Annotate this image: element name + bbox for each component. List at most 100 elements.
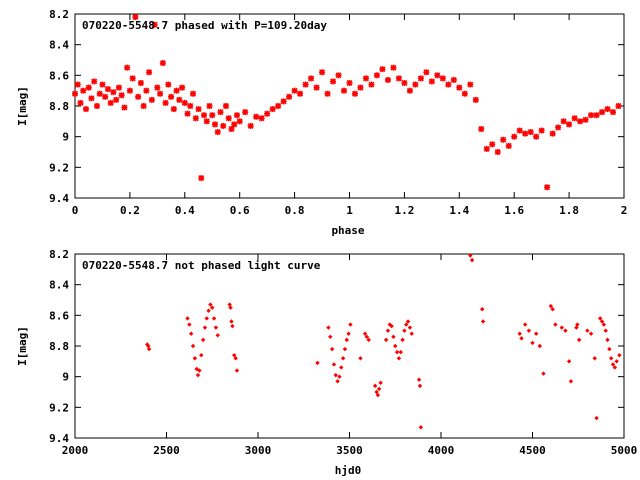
data-point — [341, 87, 348, 94]
data-point — [428, 78, 435, 85]
data-point — [233, 356, 238, 361]
data-point — [417, 75, 424, 82]
y-tick-label: 8.6 — [49, 309, 69, 322]
data-point — [121, 104, 128, 111]
data-point — [467, 81, 474, 88]
data-point — [385, 328, 391, 333]
data-point — [384, 76, 391, 83]
data-point — [505, 142, 512, 149]
data-point — [550, 307, 555, 312]
y-tick-label: 9.4 — [49, 432, 69, 445]
data-point — [393, 343, 398, 349]
data-point — [99, 81, 106, 88]
data-point — [405, 319, 411, 324]
y-tick-label: 8.8 — [49, 340, 69, 353]
data-point — [376, 386, 382, 392]
data-point — [346, 80, 353, 86]
data-point — [522, 322, 528, 327]
data-point — [390, 64, 397, 71]
data-point — [599, 319, 605, 324]
data-point — [574, 325, 579, 330]
data-point — [383, 337, 389, 343]
data-point — [280, 98, 287, 105]
data-point — [342, 346, 348, 352]
data-point — [258, 115, 265, 122]
data-point — [373, 72, 380, 79]
data-point — [577, 118, 584, 125]
data-point — [603, 328, 608, 333]
y-axis-label: I[mag] — [16, 326, 29, 366]
data-point — [538, 127, 545, 134]
data-point — [614, 359, 619, 364]
data-point — [140, 103, 147, 109]
data-point — [102, 93, 109, 100]
data-point — [190, 90, 197, 97]
data-point — [412, 81, 419, 88]
data-point — [324, 90, 331, 97]
data-point — [203, 118, 210, 125]
data-point — [118, 92, 125, 99]
y-axis-label: I[mag] — [16, 86, 29, 126]
data-point — [364, 334, 370, 339]
x-tick-label: 4500 — [519, 444, 546, 457]
data-point — [151, 21, 158, 28]
x-tick-label: 1 — [346, 204, 353, 217]
data-point — [348, 322, 353, 327]
data-point — [197, 368, 202, 373]
data-point — [582, 116, 589, 123]
data-point — [137, 80, 144, 86]
axis-ticks: 0 0.2 0.4 0.6 0.8 1 1.2 1.4 1.6 1.8 2 8.2 8.4 8.6 8.8 9… — [49, 8, 627, 217]
data-point — [275, 103, 282, 109]
data-point — [599, 109, 606, 116]
data-point — [110, 89, 117, 96]
x-tick-label: 1.6 — [504, 204, 524, 217]
data-point — [124, 64, 131, 71]
data-point — [346, 331, 351, 336]
data-point — [575, 322, 580, 327]
data-point — [555, 124, 562, 131]
data-point — [85, 84, 92, 91]
data-point — [489, 141, 496, 148]
data-point — [173, 87, 180, 94]
x-tick-label: 0.2 — [120, 204, 140, 217]
data-point — [478, 126, 485, 132]
data-point — [519, 336, 524, 341]
data-point — [210, 305, 215, 310]
data-point — [358, 356, 363, 361]
data-point — [434, 72, 441, 79]
data-point — [225, 115, 232, 122]
data-point — [234, 368, 240, 373]
data-point — [199, 353, 204, 358]
x-tick-label: 5000 — [611, 444, 638, 457]
data-point — [472, 96, 479, 103]
data-point — [176, 96, 183, 103]
data-point — [500, 136, 507, 143]
data-point — [357, 84, 364, 91]
data-point — [247, 122, 254, 129]
data-point — [308, 75, 315, 82]
data-point — [206, 308, 211, 313]
data-point — [533, 133, 540, 140]
data-point — [208, 302, 213, 307]
data-point — [604, 106, 611, 113]
data-point — [615, 103, 622, 109]
data-point — [326, 325, 331, 330]
data-point — [450, 76, 457, 83]
y-tick-label: 8.8 — [49, 100, 69, 113]
data-point — [483, 145, 490, 152]
x-tick-label: 1.8 — [559, 204, 579, 217]
y-tick-label: 9.2 — [49, 401, 69, 414]
data-point — [612, 365, 618, 370]
data-point — [335, 379, 340, 384]
data-points — [145, 253, 622, 430]
data-point — [608, 356, 614, 361]
axis-ticks: 2000 2500 3000 3500 4000 4500 5000 8.2 8.4 8.6 8.8… — [49, 248, 637, 457]
data-point — [302, 81, 309, 88]
data-point — [378, 380, 383, 385]
data-point — [417, 383, 423, 389]
data-point — [220, 122, 227, 129]
data-point — [215, 333, 220, 338]
data-point — [264, 110, 271, 117]
data-point — [104, 86, 111, 93]
data-point — [198, 175, 205, 182]
